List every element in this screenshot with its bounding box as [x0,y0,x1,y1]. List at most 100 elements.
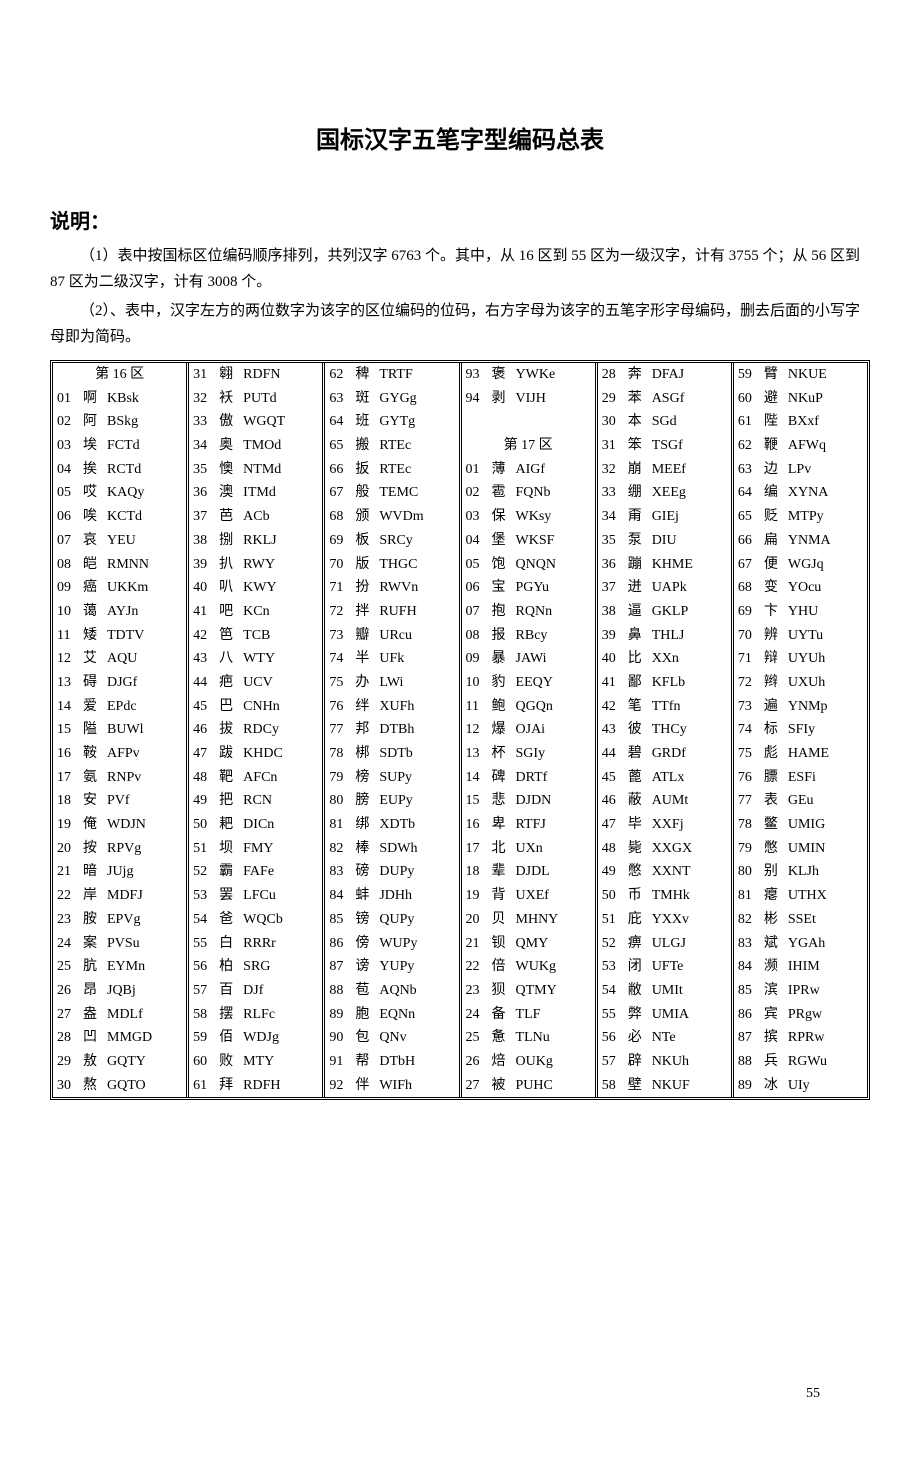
row-char: 佰 [215,1027,237,1049]
row-char: 蹦 [624,554,646,576]
row-char: 阿 [79,411,101,433]
row-code: IPRw [782,980,863,1002]
row-char: 卞 [760,601,782,623]
row-number: 94 [466,388,488,410]
table-row: 51坝FMY [189,837,322,861]
row-code: KHME [646,554,727,576]
row-char: 柏 [215,956,237,978]
row-code: RQNn [510,601,591,623]
row-number: 55 [602,1004,624,1026]
table-row: 79憋UMIN [734,837,867,861]
table-row: 04挨RCTd [53,458,186,482]
row-code: PUTd [237,388,318,410]
row-code: XDTb [373,814,454,836]
table-row: 15悲DJDN [462,789,595,813]
row-number: 90 [329,1027,351,1049]
table-row: 88兵RGWu [734,1050,867,1074]
row-code: PRgw [782,1004,863,1026]
row-code: KHDC [237,743,318,765]
table-row: 92伴WIFh [325,1074,458,1098]
row-number: 33 [602,482,624,504]
table-row: 73遍YNMp [734,695,867,719]
table-row: 37迸UAPk [598,576,731,600]
table-row: 81瘪UTHX [734,884,867,908]
row-code: UMIA [646,1004,727,1026]
table-row: 12爆OJAi [462,718,595,742]
row-number: 09 [57,577,79,599]
row-char: 蔼 [79,601,101,623]
table-row: 47跋KHDC [189,742,322,766]
note-2: （2）、表中，汉字左方的两位数字为该字的区位编码的位码，右方字母为该字的五笔字形… [50,299,870,350]
table-row: 72拌RUFH [325,600,458,624]
table-row: 40叭KWY [189,576,322,600]
row-char: 巴 [215,696,237,718]
row-code: RLFc [237,1004,318,1026]
row-code: WQCb [237,909,318,931]
row-code: MMGD [101,1027,182,1049]
row-code: THCy [646,719,727,741]
row-char: 盎 [79,1004,101,1026]
row-number: 76 [738,767,760,789]
row-code: RWVn [373,577,454,599]
row-code: IHIM [782,956,863,978]
row-code: SDWh [373,838,454,860]
row-number: 71 [738,648,760,670]
row-code: KCTd [101,506,182,528]
row-number: 52 [602,933,624,955]
table-row: 31笨TSGf [598,434,731,458]
row-char: 惫 [488,1027,510,1049]
table-row: 15隘BUWl [53,718,186,742]
row-char: 谤 [351,956,373,978]
row-number: 23 [466,980,488,1002]
row-number: 12 [57,648,79,670]
row-code: RPRw [782,1027,863,1049]
row-code: UIy [782,1075,863,1097]
table-row: 29敖GQTY [53,1050,186,1074]
row-code: RKLJ [237,530,318,552]
row-code: RGWu [782,1051,863,1073]
row-code: UCV [237,672,318,694]
table-row: 48靶AFCn [189,766,322,790]
row-char: 摆 [215,1004,237,1026]
row-number: 51 [193,838,215,860]
row-code: DJf [237,980,318,1002]
row-number: 64 [738,482,760,504]
row-code: UFk [373,648,454,670]
row-number: 48 [193,767,215,789]
row-code: XXn [646,648,727,670]
table-row: 69卞YHU [734,600,867,624]
row-code: JDHh [373,885,454,907]
row-char: 摈 [760,1027,782,1049]
row-char: 彬 [760,909,782,931]
row-code: KBsk [101,388,182,410]
row-char: 本 [624,411,646,433]
row-char: 暗 [79,861,101,883]
row-char: 俺 [79,814,101,836]
row-number: 45 [602,767,624,789]
row-number: 93 [466,364,488,386]
row-char: 澳 [215,482,237,504]
row-char: 捌 [215,530,237,552]
row-number: 75 [738,743,760,765]
table-row: 39扒RWY [189,553,322,577]
row-number: 14 [466,767,488,789]
row-number: 54 [602,980,624,1002]
row-char: 拌 [351,601,373,623]
row-char: 堡 [488,530,510,552]
table-row: 18安PVf [53,789,186,813]
row-code: NKUF [646,1075,727,1097]
table-row: 61拜RDFH [189,1074,322,1098]
row-code: EPVg [101,909,182,931]
table-row: 56柏SRG [189,955,322,979]
row-number: 31 [193,364,215,386]
row-number: 28 [602,364,624,386]
row-number: 37 [602,577,624,599]
row-code: WVDm [373,506,454,528]
row-char: 般 [351,482,373,504]
row-number: 48 [602,838,624,860]
table-row: 08皑RMNN [53,553,186,577]
row-number: 35 [193,459,215,481]
table-row: 58壁NKUF [598,1074,731,1098]
table-row: 94剥VIJH [462,387,595,411]
table-row: 67便WGJq [734,553,867,577]
